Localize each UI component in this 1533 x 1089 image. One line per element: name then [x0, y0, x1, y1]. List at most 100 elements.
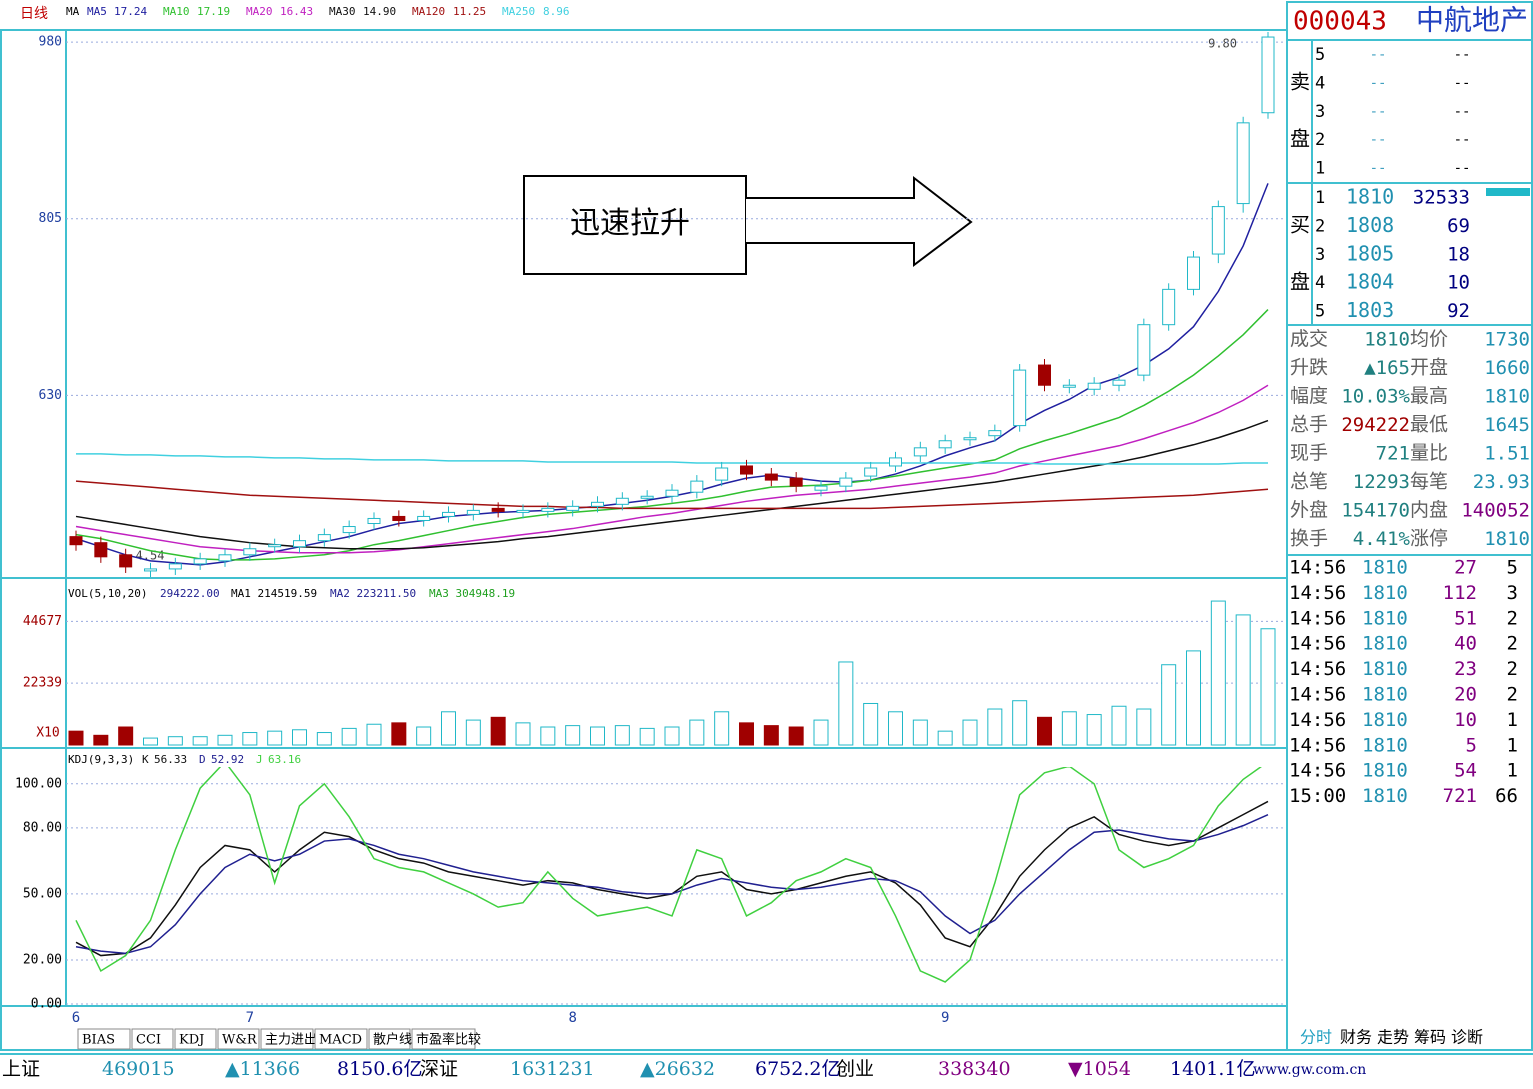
tab-label[interactable]: 散户线	[373, 1032, 412, 1048]
volume-bar	[1210, 600, 1226, 746]
candle-body	[193, 558, 207, 565]
label: 17.19	[197, 5, 230, 18]
label: 盘	[1290, 127, 1310, 151]
tab[interactable]	[314, 1028, 368, 1050]
label: --	[1454, 104, 1471, 120]
label: 日线	[20, 6, 48, 22]
volume-bar	[590, 726, 605, 746]
label: MA2 223211.50	[330, 587, 416, 600]
tab[interactable]	[77, 1028, 131, 1050]
label: 买	[1290, 213, 1310, 237]
label: 1.51	[1484, 443, 1530, 465]
panel-tab[interactable]: 走势	[1377, 1028, 1409, 1047]
frame	[0, 1, 1533, 1055]
label: 56.33	[154, 753, 187, 766]
candle-body	[1261, 36, 1275, 114]
label: 14:56	[1289, 658, 1346, 680]
tab-label[interactable]: 市盈率比较	[416, 1032, 481, 1048]
volume-bar	[1235, 614, 1251, 746]
volume-bar	[267, 730, 283, 746]
x-tick-label: 7	[246, 1010, 254, 1026]
label: 2	[1507, 607, 1518, 629]
panel-tab[interactable]: 诊断	[1451, 1028, 1483, 1047]
label: 338340	[938, 1058, 1011, 1080]
candle-body	[1162, 288, 1176, 326]
label: MA120	[412, 5, 445, 18]
label: 8150.6亿	[337, 1058, 422, 1080]
volume-bar	[763, 725, 779, 746]
label: MA250	[502, 5, 535, 18]
volume-bar	[1260, 628, 1276, 746]
candle-body	[615, 497, 629, 505]
label: 涨停	[1410, 528, 1448, 550]
label: 5	[1315, 45, 1325, 65]
label: --	[1370, 75, 1387, 91]
candle-body	[640, 495, 654, 499]
tab-label[interactable]: KDJ	[179, 1033, 204, 1048]
volume-bar	[664, 726, 680, 746]
label: 10	[1447, 272, 1470, 294]
tab-label[interactable]: MACD	[319, 1033, 362, 1048]
tab[interactable]	[131, 1028, 174, 1050]
volume-bar	[192, 736, 208, 746]
annotation: 迅速拉升	[570, 206, 690, 241]
tab[interactable]	[260, 1028, 314, 1050]
label: www.gw.com.cn	[1253, 1062, 1366, 1078]
panel-tab[interactable]: 财务	[1340, 1028, 1372, 1047]
label: 8.96	[543, 5, 570, 18]
candle-body	[268, 544, 282, 548]
volume-bar	[689, 719, 705, 746]
volume-bar	[118, 726, 134, 746]
label: 000043	[1293, 7, 1387, 37]
label: 10.03%	[1341, 386, 1410, 408]
label: 12293	[1353, 471, 1410, 493]
label: 1645	[1484, 414, 1530, 436]
panel-tab[interactable]: 分时	[1300, 1028, 1332, 1047]
tab[interactable]	[174, 1028, 217, 1050]
label: 5	[1507, 557, 1518, 579]
label: 外盘	[1290, 499, 1328, 521]
label: MA	[66, 5, 80, 18]
volume-bar	[639, 727, 655, 746]
label: 17.24	[114, 5, 147, 18]
tab-label[interactable]: 主力进出	[265, 1033, 317, 1048]
label: 6752.2亿	[755, 1058, 840, 1080]
series-line	[75, 813, 1269, 955]
tab-label[interactable]: W&R	[222, 1033, 258, 1048]
panel-tab[interactable]: 筹码	[1414, 1028, 1446, 1047]
volume-bar	[1037, 716, 1052, 746]
tab[interactable]	[411, 1028, 476, 1050]
label: --	[1454, 161, 1471, 177]
plot	[69, 32, 1275, 577]
label: 幅度	[1290, 385, 1328, 407]
label: --	[1370, 104, 1387, 120]
candle-body	[491, 507, 505, 512]
candle-body	[1112, 379, 1126, 386]
volume-bar	[1111, 705, 1127, 746]
label: 4	[1315, 73, 1325, 93]
tab[interactable]	[368, 1028, 411, 1050]
label: 1810	[1362, 785, 1408, 807]
tab[interactable]	[217, 1028, 260, 1050]
candle-body	[94, 542, 108, 558]
tab-label[interactable]: CCI	[136, 1033, 161, 1048]
label: MA1 214519.59	[231, 587, 317, 600]
volume-bar	[813, 719, 829, 746]
candle-body	[566, 505, 580, 511]
candle-body	[144, 568, 157, 572]
candle-body	[516, 509, 530, 513]
label: 1631231	[510, 1058, 595, 1080]
volume-bar	[292, 729, 307, 746]
y-tick-label: 630	[39, 388, 62, 403]
label: 创业	[836, 1058, 874, 1080]
label: 14:56	[1289, 684, 1346, 706]
label: 2	[1507, 633, 1518, 655]
y-tick-label: 22339	[23, 676, 62, 691]
label: 14.90	[363, 5, 396, 18]
label: 总笔	[1290, 471, 1328, 493]
candle-body	[1187, 256, 1200, 290]
label: 开盘	[1410, 357, 1448, 379]
label: 1	[1507, 709, 1518, 731]
tab-label[interactable]: BIAS	[82, 1033, 115, 1048]
volume-bar	[1186, 650, 1201, 746]
